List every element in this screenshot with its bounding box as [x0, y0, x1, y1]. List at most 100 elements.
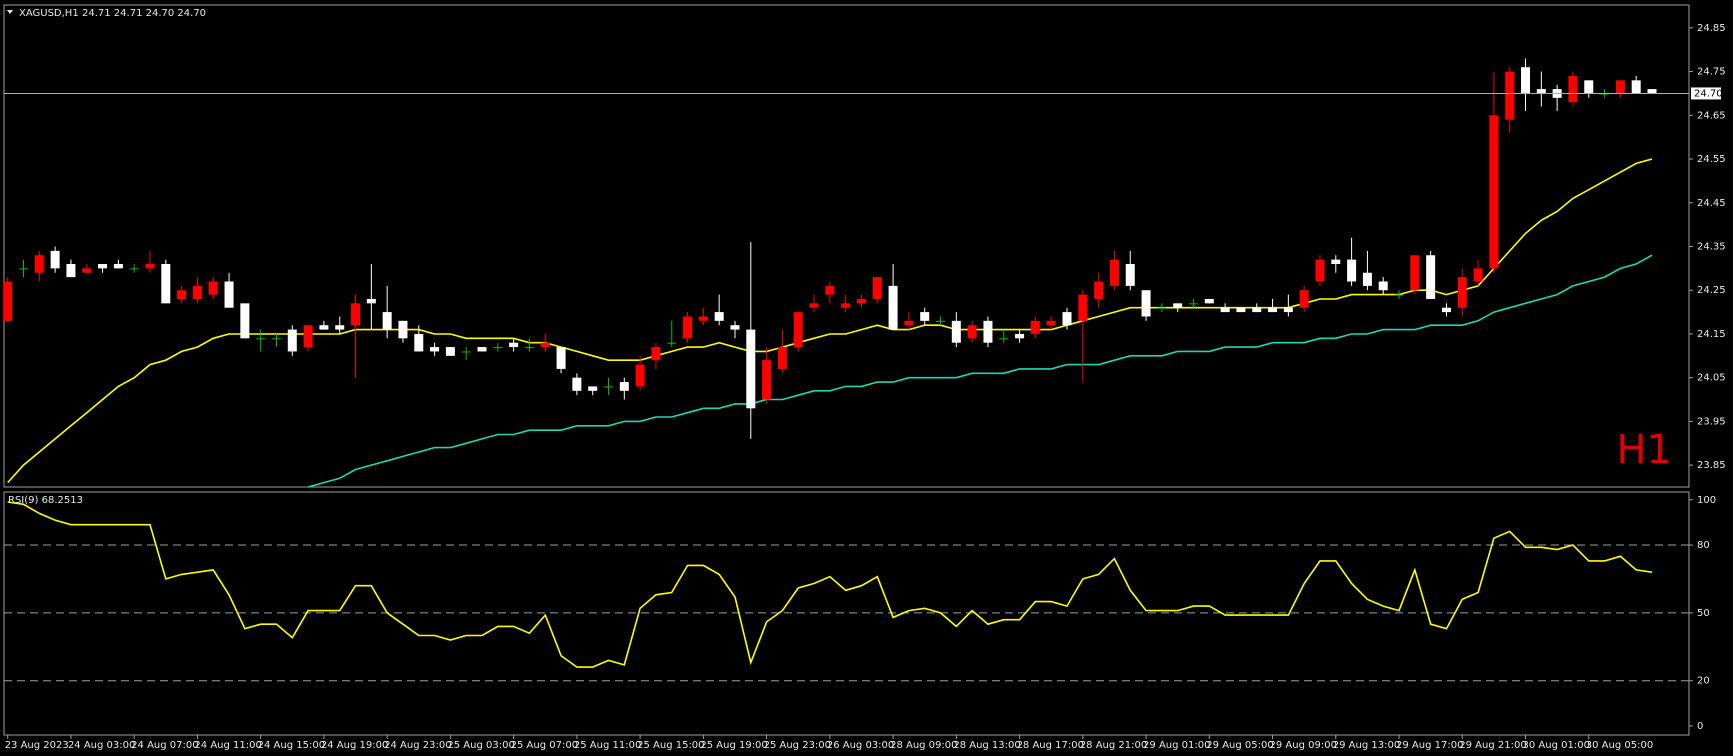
y-tick-label: 100: [1697, 495, 1716, 506]
candle-body: [1236, 307, 1246, 313]
candle-body: [1204, 298, 1214, 304]
candle-body: [208, 281, 218, 295]
x-tick-label: 25 Aug 11:00: [574, 740, 641, 751]
candle-body: [983, 320, 993, 343]
candle-body: [1394, 294, 1404, 296]
candle-body: [509, 342, 519, 348]
candle-body: [619, 382, 629, 391]
candle-body: [98, 263, 108, 269]
candle-body: [1505, 71, 1515, 120]
candle-body: [1473, 268, 1483, 282]
candle-body: [129, 268, 139, 270]
candle-body: [351, 303, 361, 326]
candle-body: [1362, 272, 1372, 286]
candle-body: [1568, 75, 1578, 103]
current-price-box: [1691, 87, 1721, 100]
candle-body: [1536, 89, 1546, 94]
candle-body: [667, 342, 677, 344]
moving-average: [307, 254, 1653, 488]
candle-body: [1299, 290, 1309, 308]
x-tick-label: 25 Aug 15:00: [637, 740, 704, 751]
x-tick-label: 25 Aug 19:00: [700, 740, 767, 751]
candle-body: [1347, 259, 1357, 282]
candle-body: [746, 329, 756, 409]
candle-body: [34, 255, 44, 273]
candle-body: [556, 347, 566, 369]
x-tick-label: 28 Aug 17:00: [1017, 740, 1084, 751]
main-panel: [3, 4, 1690, 488]
y-tick-label: 24.05: [1697, 373, 1726, 384]
candle-body: [3, 281, 13, 321]
candle-body: [335, 325, 345, 330]
candle-body: [161, 263, 171, 304]
moving-average: [7, 158, 1653, 484]
candle-body: [967, 325, 977, 339]
candle-body: [588, 386, 598, 391]
candle-body: [1252, 307, 1262, 313]
candle-body: [1141, 290, 1151, 317]
candle-body: [920, 312, 930, 321]
y-tick-label: 24.65: [1697, 110, 1726, 121]
candle-body: [477, 347, 487, 352]
candle-body: [1268, 307, 1278, 313]
candle-body: [635, 364, 645, 387]
candle-body: [271, 338, 281, 340]
chart-title: XAGUSD,H1: [19, 8, 79, 19]
candle-body: [66, 263, 76, 278]
candle-body: [398, 320, 408, 339]
candle-body: [1030, 320, 1040, 334]
candle-body: [714, 312, 724, 321]
candle-body: [303, 325, 313, 348]
candle-body: [698, 316, 708, 321]
candle-body: [1489, 115, 1499, 269]
y-tick-label: 24.45: [1697, 198, 1726, 209]
candle-body: [683, 316, 693, 339]
candle-body: [382, 312, 392, 330]
x-tick-label: 28 Aug 21:00: [1080, 740, 1147, 751]
candle-body: [445, 347, 455, 356]
candle-body: [872, 277, 882, 299]
y-tick-label: 50: [1697, 608, 1710, 619]
candle-body: [1615, 80, 1625, 94]
candle-body: [540, 342, 550, 348]
candle-body: [493, 347, 503, 349]
candle-body: [256, 338, 266, 340]
x-tick-label: 24 Aug 03:00: [68, 740, 135, 751]
candle-body: [145, 263, 155, 269]
x-tick-label: 23 Aug 2023: [5, 740, 69, 751]
x-tick-label: 25 Aug 23:00: [764, 740, 831, 751]
x-tick-label: 24 Aug 11:00: [194, 740, 261, 751]
y-tick-label: 24.55: [1697, 154, 1726, 165]
y-tick-label: 24.85: [1697, 23, 1726, 34]
candle-body: [524, 347, 534, 349]
x-tick-label: 29 Aug 05:00: [1206, 740, 1273, 751]
x-tick-label: 30 Aug 05:00: [1586, 740, 1653, 751]
candle-body: [113, 263, 123, 269]
candle-body: [1157, 307, 1167, 309]
candle-body: [1410, 255, 1420, 291]
candle-body: [224, 281, 234, 308]
y-tick-label: 24.15: [1697, 329, 1726, 340]
menu-marker: [7, 10, 13, 14]
candle-body: [19, 268, 29, 270]
candle-body: [461, 351, 471, 353]
rsi-title: RSI(9) 68.2513: [8, 495, 83, 506]
candle-body: [951, 320, 961, 343]
quote: 24.71 24.71 24.70 24.70: [82, 8, 206, 19]
x-tick-label: 29 Aug 13:00: [1333, 740, 1400, 751]
candle-body: [287, 329, 297, 352]
x-tick-label: 29 Aug 09:00: [1270, 740, 1337, 751]
x-tick-label: 28 Aug 09:00: [890, 740, 957, 751]
y-tick-label: 24.75: [1697, 67, 1726, 78]
candle-body: [1631, 80, 1641, 94]
candle-body: [50, 250, 60, 269]
candle-body: [888, 285, 898, 330]
candle-body: [730, 325, 740, 330]
candle-body: [240, 303, 250, 339]
candle-body: [1046, 320, 1056, 326]
candle-body: [177, 290, 187, 299]
candle-body: [1441, 307, 1451, 313]
x-tick-label: 26 Aug 03:00: [827, 740, 894, 751]
